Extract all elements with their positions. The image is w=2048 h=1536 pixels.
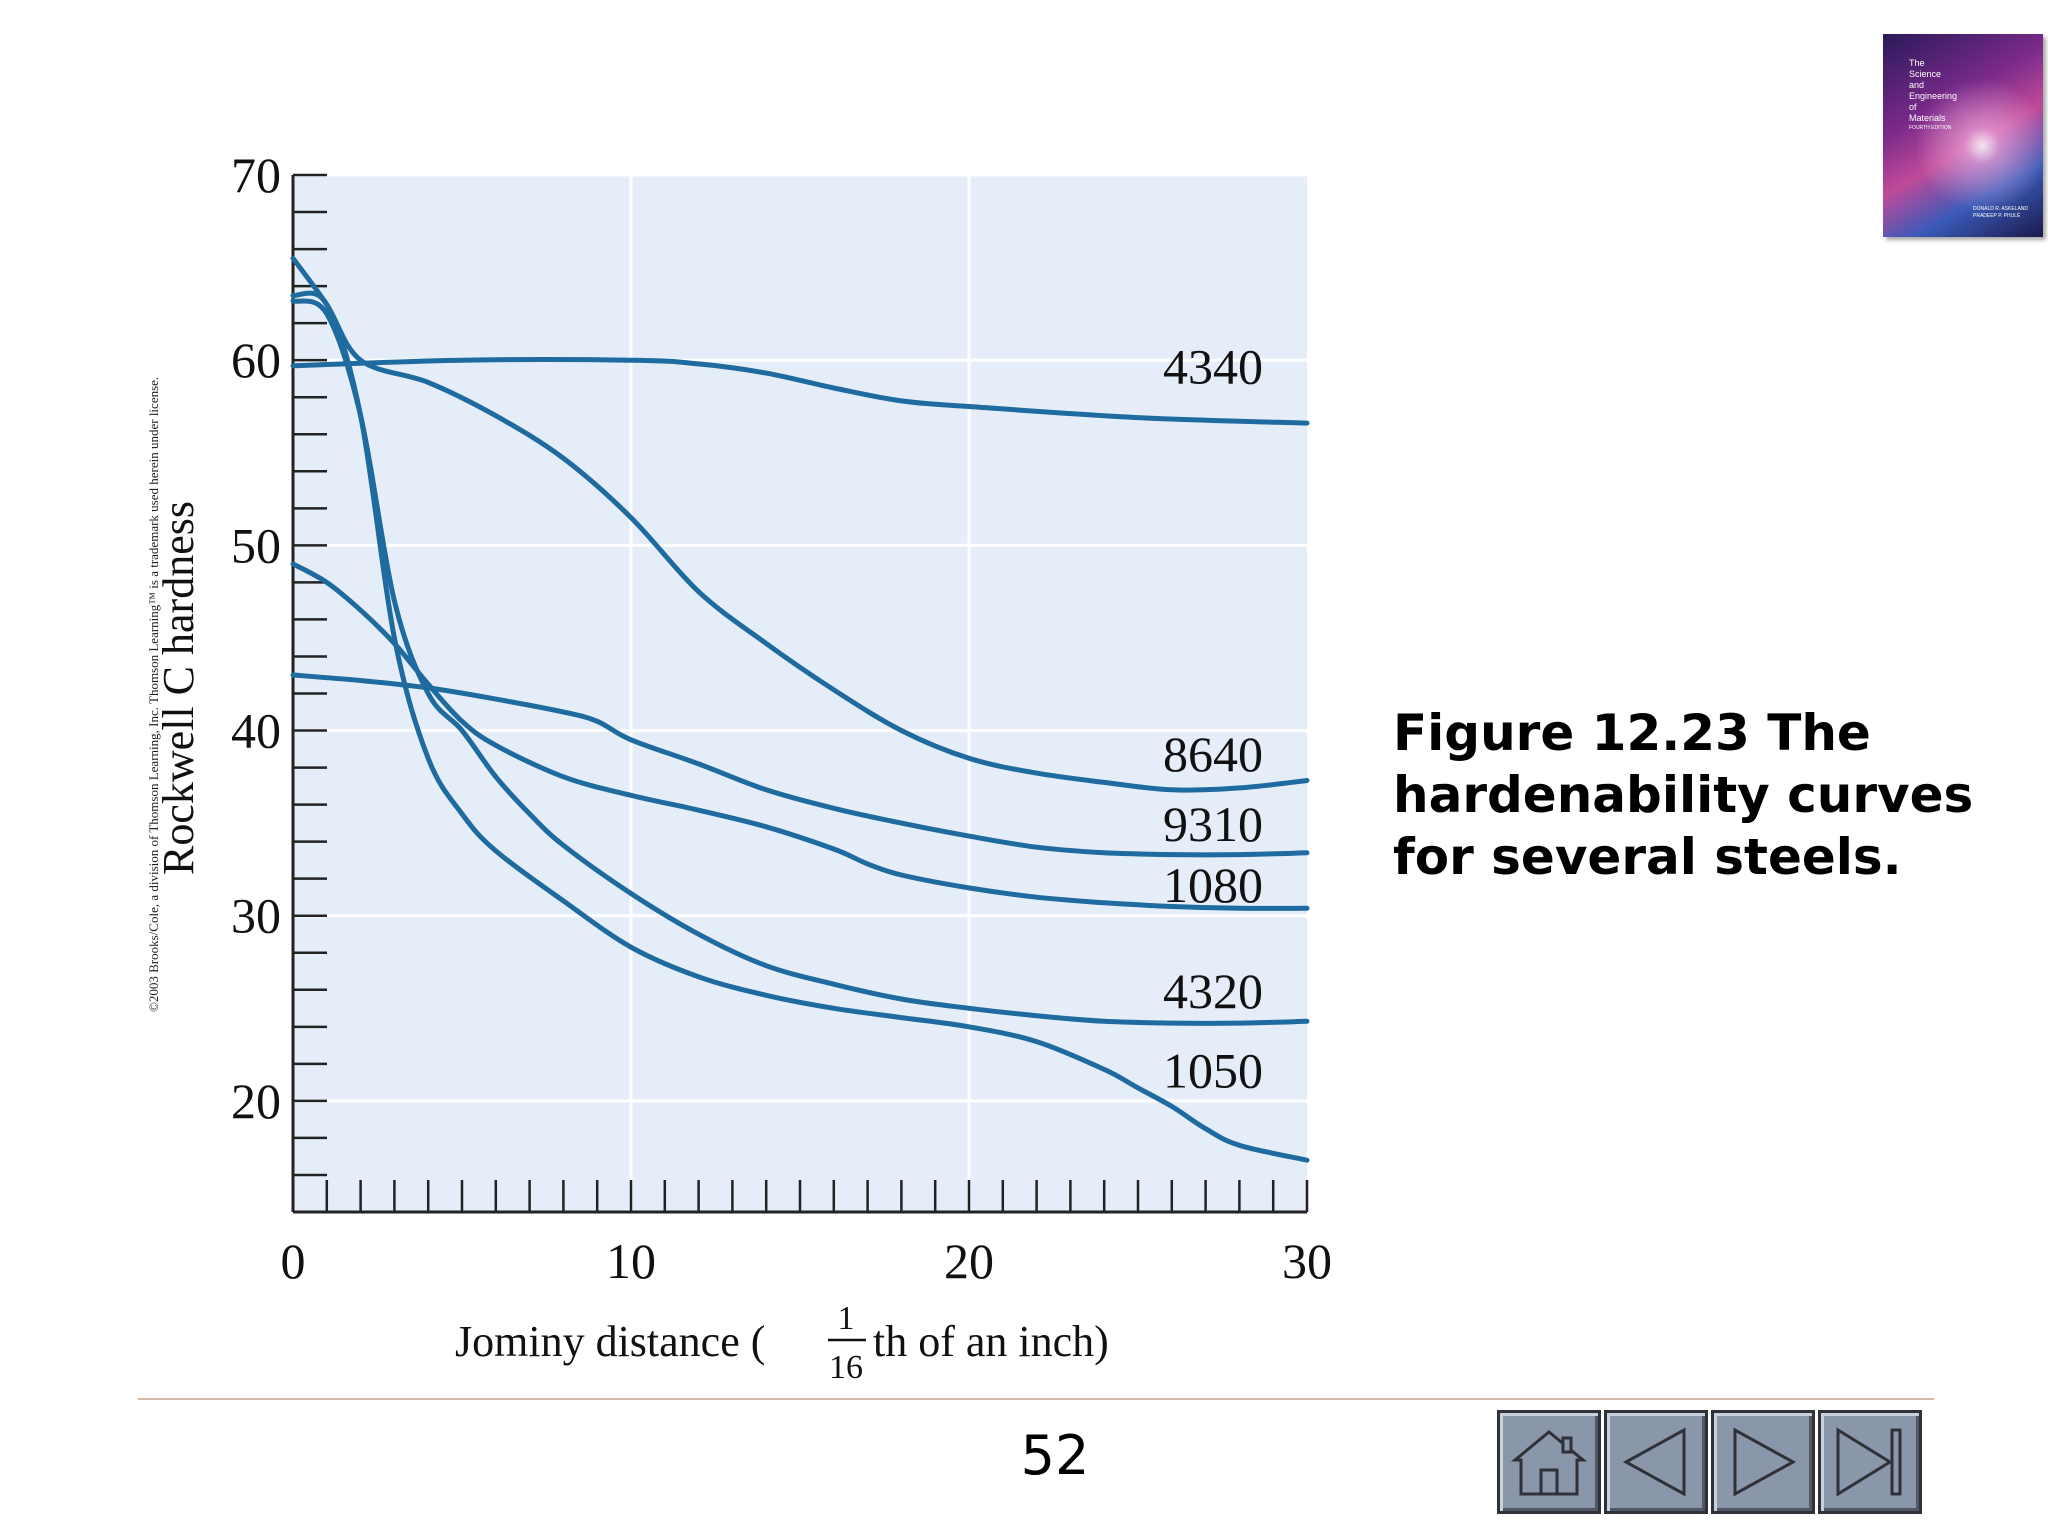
y-tick-label: 70 <box>231 147 281 203</box>
y-tick-label: 30 <box>231 888 281 944</box>
x-tick-label: 10 <box>606 1233 656 1289</box>
nav-last-button[interactable] <box>1818 1410 1922 1514</box>
x-axis-label-start: Jominy distance ( <box>455 1317 765 1366</box>
x-axis-label-fraction-denominator: 16 <box>829 1349 863 1386</box>
grid-lines <box>293 173 1307 1212</box>
x-tick-label: 30 <box>1282 1233 1332 1289</box>
series-label-4340: 4340 <box>1163 339 1263 395</box>
curve-9310 <box>290 672 1310 858</box>
book-cover-authors: DONALD R. ASKELAND PRADEEP P. PHULÉ <box>1973 206 2029 219</box>
last-icon <box>1836 1427 1902 1497</box>
caption-line-1: Figure 12.23 The <box>1393 704 1871 762</box>
home-icon <box>1511 1430 1587 1496</box>
y-tick-label: 20 <box>231 1073 281 1129</box>
axes <box>291 175 1307 1214</box>
series-label-1080: 1080 <box>1163 857 1263 913</box>
curves <box>290 255 1310 1163</box>
caption-line-2: hardenability curves <box>1393 766 1974 824</box>
book-cover-title: The Science and Engineering of Materials… <box>1909 58 1958 131</box>
series-label-1050: 1050 <box>1163 1042 1263 1098</box>
figure-caption: Figure 12.23 The hardenability curves fo… <box>1393 702 2013 888</box>
curve-4340 <box>290 357 1310 426</box>
x-tick-label: 0 <box>281 1233 306 1289</box>
series-label-8640: 8640 <box>1163 726 1263 782</box>
series-label-4320: 4320 <box>1163 963 1263 1019</box>
tick-labels: 0 10 20 30 20 30 40 50 60 70 <box>231 147 1332 1289</box>
plot-area <box>293 175 1307 1212</box>
page-number: 52 <box>1020 1424 1090 1487</box>
curve-4320 <box>290 298 1310 1026</box>
nav-previous-button[interactable] <box>1604 1410 1708 1514</box>
previous-icon <box>1622 1427 1686 1497</box>
nav-home-button[interactable] <box>1497 1410 1601 1514</box>
footer-divider <box>138 1398 1934 1400</box>
copyright-notice: ©2003 Brooks/Cole, a division of Thomson… <box>146 376 161 1012</box>
y-tick-label: 50 <box>231 517 281 573</box>
y-axis-label: Rockwell C hardness <box>154 501 203 875</box>
y-tick-label: 60 <box>231 332 281 388</box>
book-cover: The Science and Engineering of Materials… <box>1883 34 2043 237</box>
x-axis-label-fraction-numerator: 1 <box>838 1300 855 1337</box>
caption-line-3: for several steels. <box>1393 828 1902 886</box>
x-tick-label: 20 <box>944 1233 994 1289</box>
next-icon <box>1733 1427 1797 1497</box>
curve-8640 <box>290 255 1310 793</box>
x-axis-label-end: th of an inch) <box>873 1317 1109 1366</box>
series-label-9310: 9310 <box>1163 796 1263 852</box>
x-axis-label: Jominy distance ( th of an inch) <box>455 1317 1109 1366</box>
curve-1080 <box>290 561 1310 911</box>
nav-next-button[interactable] <box>1711 1410 1815 1514</box>
curve-1050 <box>290 290 1310 1163</box>
y-tick-label: 40 <box>231 703 281 759</box>
